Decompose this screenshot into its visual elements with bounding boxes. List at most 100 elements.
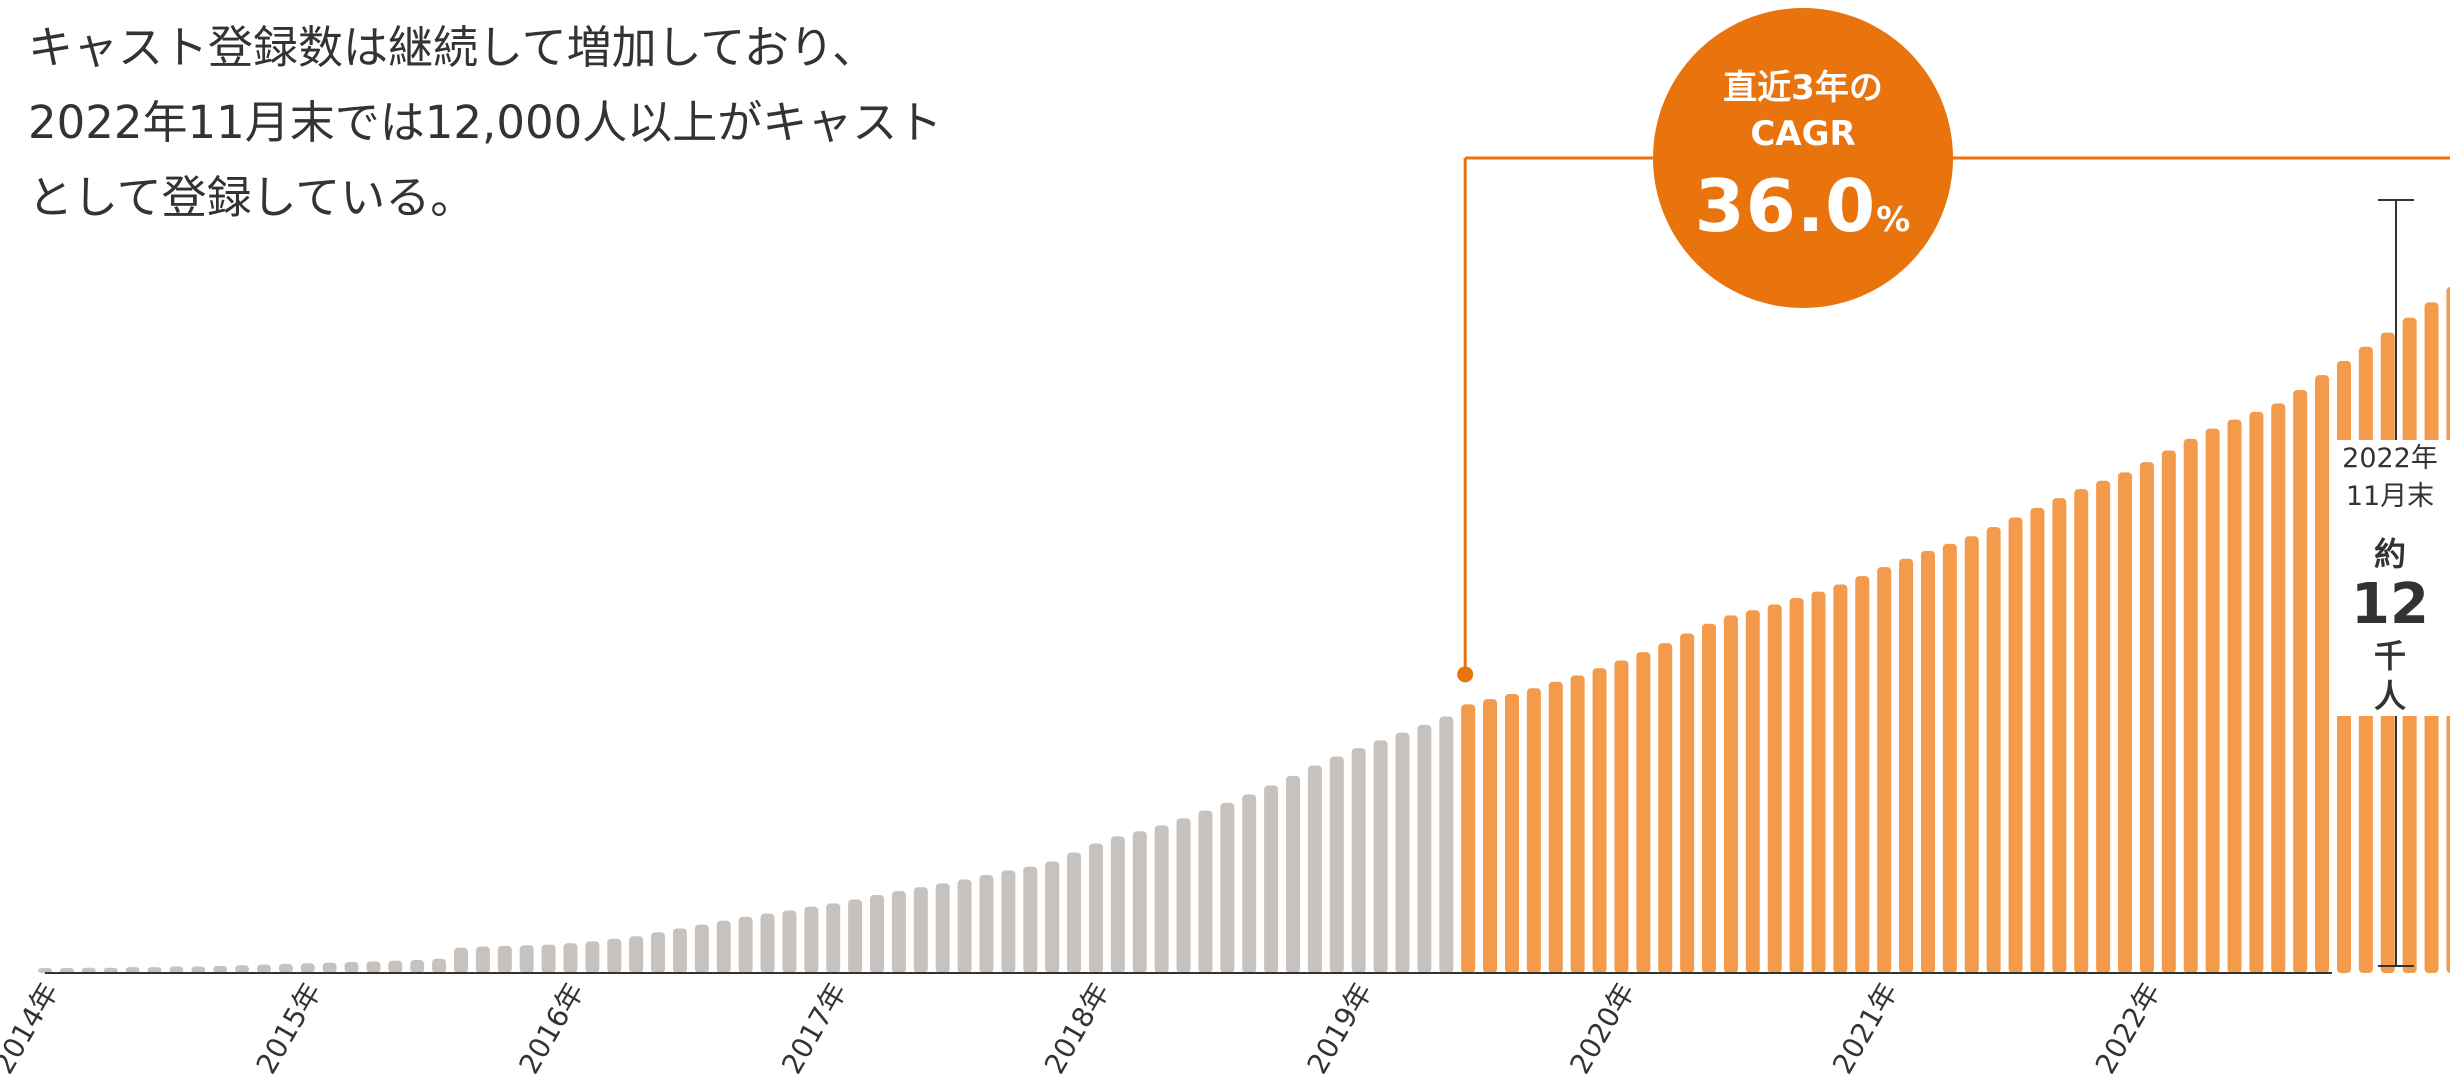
bar [979, 875, 994, 973]
bar [2315, 375, 2330, 973]
bar [1964, 536, 1979, 973]
x-tick-label: 2018年 [1038, 977, 1116, 1079]
bar [454, 947, 468, 973]
bar [2293, 389, 2308, 974]
bar [826, 903, 841, 973]
total-annotation: 2022年 11月末 約 12 千 人 [2330, 440, 2450, 716]
bar [1220, 802, 1235, 973]
x-tick-label: 2021年 [1826, 977, 1904, 1079]
bar [1461, 704, 1476, 974]
bar [2139, 462, 2154, 973]
bar [913, 887, 928, 973]
bar [1942, 543, 1957, 973]
bar [278, 963, 293, 973]
bar [366, 961, 381, 973]
headline-line-2: 2022年11月末では12,000人以上がキャスト [28, 96, 943, 149]
bar [1614, 660, 1629, 973]
bar [1395, 732, 1410, 973]
x-tick-label: 2022年 [2089, 977, 2167, 1079]
cagr-badge-title: 直近3年の [1723, 68, 1883, 108]
bar [1373, 740, 1388, 973]
total-approx-label: 約 [2373, 535, 2406, 573]
bar [2249, 411, 2264, 973]
bar [1483, 699, 1498, 973]
cagr-badge: 直近3年の CAGR 36.0% [1653, 8, 1953, 308]
bar [1504, 694, 1519, 973]
bar [1001, 870, 1016, 973]
bar [191, 966, 206, 973]
bar [1154, 825, 1169, 973]
bar [1702, 623, 1717, 973]
cagr-badge-value: 36.0 [1694, 164, 1877, 248]
bar [1023, 866, 1038, 973]
total-unit-people: 人 [2373, 677, 2406, 715]
bar [694, 924, 709, 973]
bar [38, 968, 52, 973]
bar [235, 965, 250, 973]
bar [1636, 652, 1651, 973]
bar [935, 883, 950, 973]
x-tick-label: 2019年 [1301, 977, 1379, 1079]
bar [519, 945, 534, 973]
bar [1592, 668, 1607, 973]
bar [585, 941, 600, 973]
bar [2074, 489, 2089, 973]
bar [1833, 584, 1848, 973]
bar [256, 964, 271, 973]
total-value: 12 [2351, 572, 2429, 637]
bar [1723, 615, 1738, 973]
headline-line-1: キャスト登録数は継続して増加しており、 [28, 21, 878, 74]
bar [59, 968, 74, 973]
bar [957, 879, 972, 973]
bar [1110, 836, 1125, 973]
bar [1789, 598, 1804, 973]
bar [410, 960, 425, 973]
x-tick-label: 2017年 [775, 977, 853, 1079]
bar [1198, 810, 1213, 973]
bar [870, 894, 885, 973]
cagr-badge-label: CAGR [1750, 114, 1856, 154]
bar [1899, 558, 1914, 973]
cagr-badge-unit: % [1876, 200, 1912, 240]
bar [475, 946, 490, 973]
bar [1767, 604, 1782, 973]
bar [1417, 724, 1432, 973]
bar [1570, 675, 1585, 973]
bar [563, 943, 578, 973]
bar [1811, 591, 1826, 973]
bar [1242, 794, 1257, 973]
x-tick-label: 2020年 [1563, 977, 1641, 1079]
bar [1986, 527, 2001, 973]
total-date-year: 2022年 [2342, 443, 2438, 474]
bar [1548, 681, 1563, 973]
x-tick-label: 2014年 [0, 977, 65, 1079]
bar [1526, 688, 1541, 973]
bar [1132, 831, 1147, 973]
bar [1351, 748, 1366, 973]
bar [497, 945, 512, 973]
bar [300, 963, 315, 973]
bar [322, 962, 337, 973]
bar [125, 967, 140, 973]
bar [1855, 576, 1870, 973]
bar [760, 913, 775, 973]
bar [1745, 610, 1760, 973]
bar [1680, 633, 1695, 973]
bar [891, 891, 906, 973]
bar [147, 967, 162, 973]
bar-group [38, 286, 2450, 974]
bracket-start-dot [1457, 666, 1474, 683]
bar [1329, 756, 1344, 973]
bar [2205, 428, 2220, 973]
bar [1439, 716, 1454, 973]
bar [848, 899, 863, 973]
bar [738, 916, 753, 973]
bar [629, 936, 644, 974]
bar [1307, 765, 1322, 973]
total-unit-thousand: 千 [2373, 637, 2406, 675]
x-tick-label: 2016年 [512, 977, 590, 1079]
bar [651, 932, 666, 973]
bar [1264, 785, 1279, 973]
cagr-bracket [1457, 156, 2450, 683]
